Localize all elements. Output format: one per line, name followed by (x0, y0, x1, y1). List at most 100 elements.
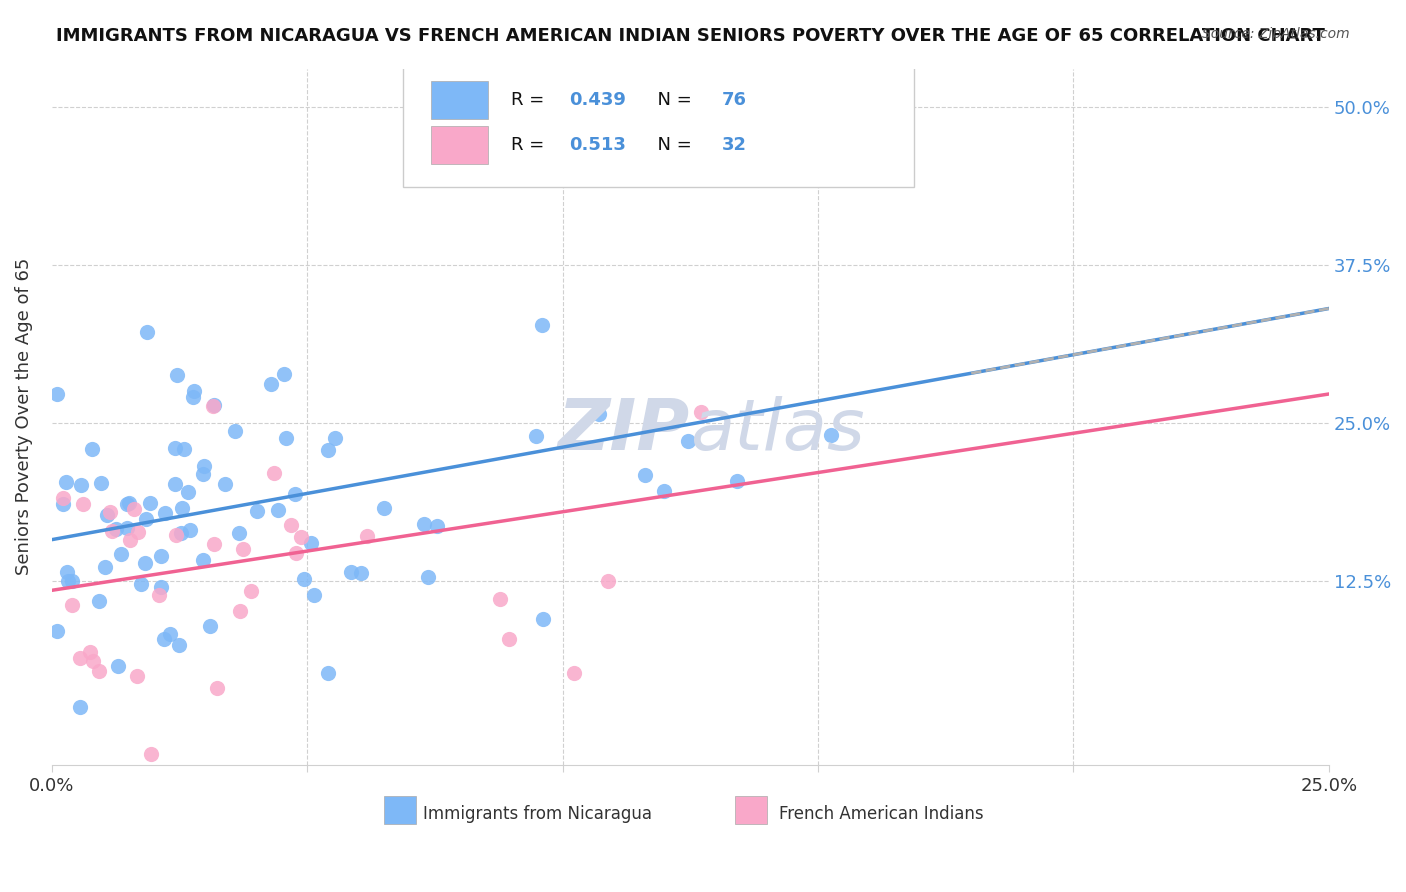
Text: atlas: atlas (690, 396, 865, 466)
Point (87, 594, 110, 608)
Point (69, 700, 91, 714)
Point (725, 474, 748, 488)
Point (52, 491, 75, 506)
Point (214, 476, 236, 491)
Point (284, 546, 307, 560)
Point (60, 598, 83, 612)
Text: N =: N = (645, 91, 697, 109)
Point (138, 495, 160, 509)
Point (224, 424, 246, 438)
Point (588, 407, 610, 421)
Text: ZIP: ZIP (558, 396, 690, 466)
Point (129, 577, 152, 591)
Point (167, 638, 190, 652)
Text: IMMIGRANTS FROM NICARAGUA VS FRENCH AMERICAN INDIAN SENIORS POVERTY OVER THE AGE: IMMIGRANTS FROM NICARAGUA VS FRENCH AMER… (56, 27, 1324, 45)
Text: Immigrants from Nicaragua: Immigrants from Nicaragua (423, 805, 651, 822)
Point (531, 611, 554, 625)
Point (118, 533, 141, 548)
Point (228, 526, 250, 541)
Point (52, 498, 75, 512)
Point (125, 668, 148, 682)
Point (524, 428, 547, 442)
Point (356, 529, 378, 543)
Point (316, 442, 339, 457)
Point (139, 747, 162, 762)
FancyBboxPatch shape (432, 126, 488, 164)
Point (564, 665, 586, 680)
Point (228, 604, 250, 618)
Point (489, 591, 512, 606)
Point (94, 559, 117, 574)
Point (596, 574, 619, 589)
Point (373, 501, 395, 516)
Text: French American Indians: French American Indians (779, 805, 984, 822)
Point (115, 497, 138, 511)
Point (193, 458, 215, 473)
Point (183, 390, 205, 404)
Point (654, 484, 676, 499)
Text: 32: 32 (723, 136, 747, 154)
Point (412, 517, 434, 532)
Point (246, 503, 269, 517)
Point (273, 368, 295, 382)
Point (110, 547, 132, 561)
Point (284, 487, 307, 501)
Point (240, 584, 263, 599)
Point (134, 556, 156, 570)
Point (104, 522, 127, 536)
FancyBboxPatch shape (432, 80, 488, 119)
Point (191, 553, 214, 567)
Point (115, 521, 138, 535)
Point (45, 387, 67, 401)
Point (79, 645, 101, 659)
Point (173, 442, 195, 456)
Point (82, 654, 104, 668)
Point (135, 512, 157, 526)
Point (107, 658, 129, 673)
Point (150, 581, 173, 595)
Point (136, 325, 159, 339)
Point (179, 523, 201, 537)
Point (149, 549, 172, 563)
Point (82, 442, 104, 456)
Point (633, 467, 655, 482)
Point (172, 500, 194, 515)
Text: Source: ZipAtlas.com: Source: ZipAtlas.com (1202, 27, 1350, 41)
Point (96, 508, 118, 522)
Point (198, 619, 221, 633)
FancyBboxPatch shape (384, 797, 416, 824)
Point (820, 428, 842, 442)
Point (163, 477, 186, 491)
Point (118, 496, 141, 510)
Point (98, 505, 121, 519)
Point (498, 632, 520, 647)
Point (165, 528, 187, 542)
Point (340, 566, 363, 580)
Point (69, 650, 91, 665)
Point (56, 574, 79, 588)
Point (72, 497, 94, 511)
Point (87, 664, 110, 678)
Point (232, 541, 254, 556)
Text: 76: 76 (723, 91, 747, 109)
Y-axis label: Seniors Poverty Over the Age of 65: Seniors Poverty Over the Age of 65 (15, 258, 32, 575)
Point (318, 665, 340, 680)
Point (280, 517, 302, 532)
Point (159, 627, 181, 641)
Point (90, 475, 112, 490)
Point (148, 588, 170, 602)
Point (290, 530, 312, 544)
Text: 0.513: 0.513 (569, 136, 626, 154)
FancyBboxPatch shape (735, 797, 766, 824)
Point (426, 519, 449, 533)
Point (163, 442, 186, 456)
Point (176, 485, 198, 500)
Text: R =: R = (512, 91, 551, 109)
Point (202, 398, 225, 412)
Point (193, 467, 215, 481)
Point (60, 574, 83, 588)
Point (689, 404, 711, 418)
Point (56, 565, 79, 579)
Text: N =: N = (645, 136, 697, 154)
Point (166, 368, 188, 382)
